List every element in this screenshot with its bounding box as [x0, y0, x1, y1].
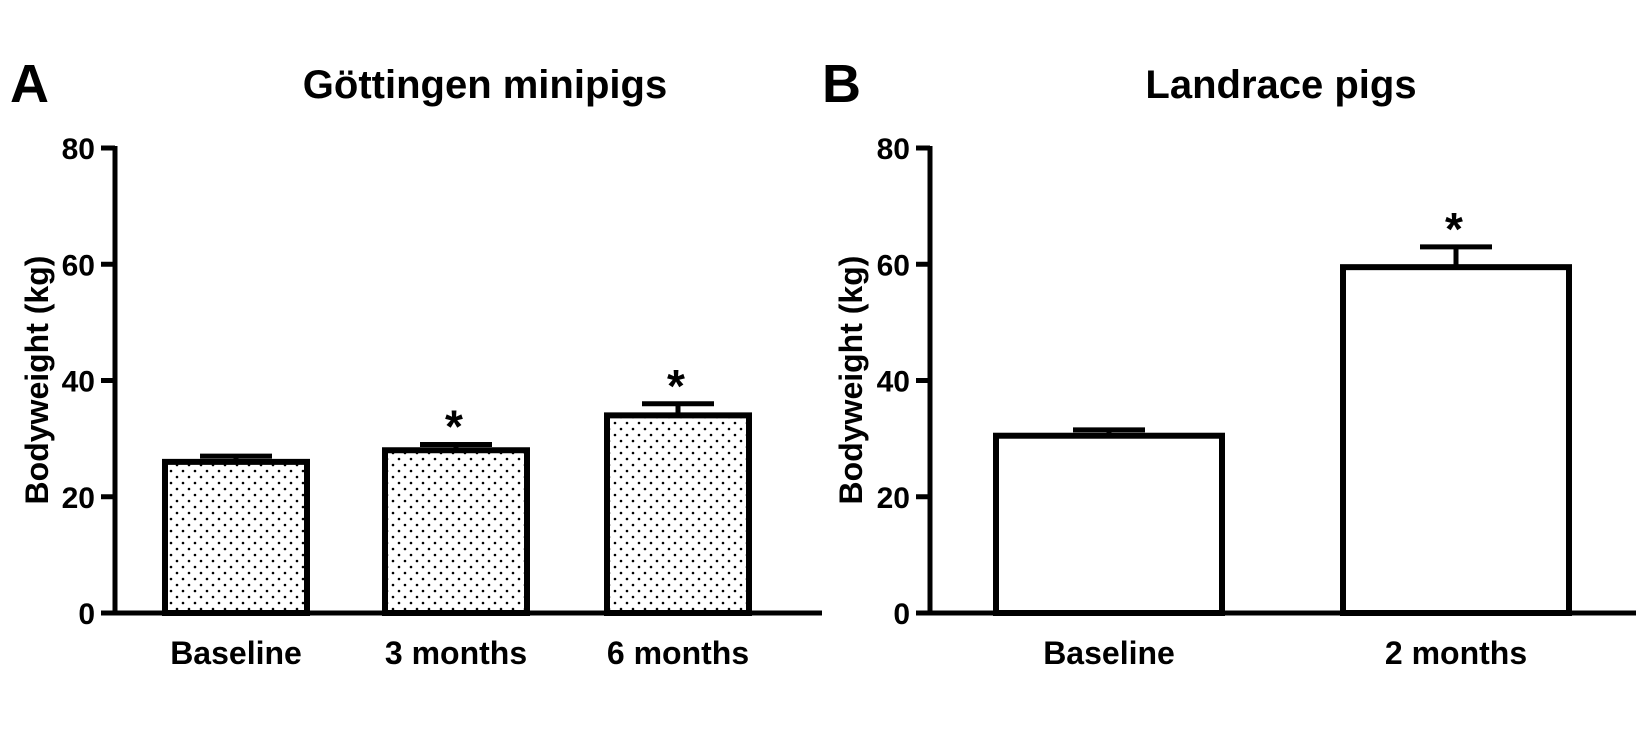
x-category-label-a-2: 6 months	[607, 635, 749, 671]
significance-marker-b-1: *	[1445, 203, 1463, 255]
y-ticks-a: 0 20 40 60 80	[62, 133, 115, 631]
y-tick-label-b: 80	[877, 133, 910, 166]
bar-a-2	[604, 412, 752, 616]
panel-letter-b: B	[822, 54, 861, 114]
chart-title-b: Landrace pigs	[1145, 63, 1416, 107]
bar-a-1	[382, 447, 530, 616]
chart-title-a: Göttingen minipigs	[303, 63, 667, 107]
y-tick-label-a: 40	[62, 366, 95, 399]
panel-a: A Göttingen minipigs Bodyweight (kg) 0 20…	[10, 54, 822, 671]
x-category-label-b-0: Baseline	[1043, 635, 1175, 671]
bar-b-0	[993, 432, 1225, 616]
y-tick-label-b: 20	[877, 482, 910, 515]
y-tick-label-a: 60	[62, 249, 95, 282]
y-tick-label-b: 0	[893, 598, 910, 631]
y-tick-label-b: 40	[877, 366, 910, 399]
y-tick-label-a: 0	[78, 598, 95, 631]
panel-letter-a: A	[10, 54, 49, 114]
bars-b: Baseline * 2 months	[993, 203, 1572, 671]
significance-marker-a-1: *	[445, 400, 463, 452]
bars-a: Baseline * 3 months * 6 months	[162, 360, 752, 671]
panel-b: B Landrace pigs Bodyweight (kg) 0 20 40 60 8…	[822, 54, 1636, 671]
y-tick-label-a: 80	[62, 133, 95, 166]
bar-b-1	[1340, 264, 1572, 616]
y-tick-label-a: 20	[62, 482, 95, 515]
y-axis-label-a: Bodyweight (kg)	[19, 256, 55, 505]
x-category-label-a-1: 3 months	[385, 635, 527, 671]
y-axis-label-b: Bodyweight (kg)	[833, 256, 869, 505]
y-ticks-b: 0 20 40 60 80	[877, 133, 930, 631]
bar-a-0	[162, 458, 310, 616]
y-tick-label-b: 60	[877, 249, 910, 282]
significance-marker-a-2: *	[667, 360, 685, 412]
x-category-label-a-0: Baseline	[170, 635, 302, 671]
x-category-label-b-1: 2 months	[1385, 635, 1527, 671]
